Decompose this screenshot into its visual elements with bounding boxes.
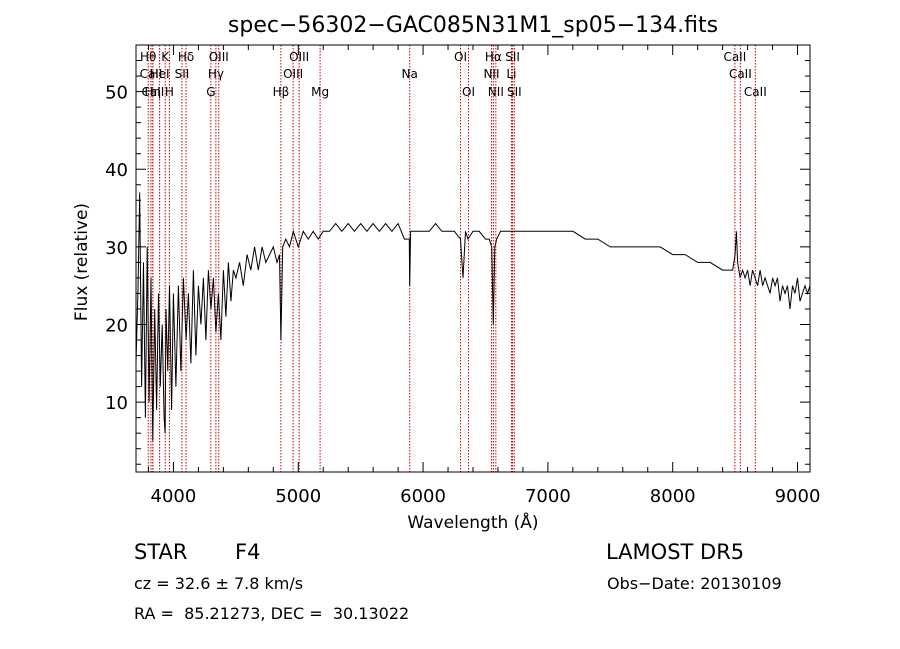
line-marker-label: Hγ [208, 67, 224, 81]
plot-frame [135, 44, 811, 473]
line-marker-label: Li [506, 67, 516, 81]
spectrum-line [135, 192, 811, 441]
line-marker-label: Hδ [178, 50, 194, 64]
x-tick-label: 5000 [275, 486, 321, 507]
survey-name: LAMOST DR5 [606, 540, 745, 564]
spectral-subclass: F4 [235, 540, 261, 564]
line-marker-label: CaII [140, 67, 163, 81]
line-marker-label: Hη [145, 85, 162, 99]
line-marker-label: CaII [744, 85, 767, 99]
y-axis-label: Flux (relative) [72, 203, 92, 321]
line-marker-label: Mg [311, 85, 329, 99]
line-marker-label: NII [488, 85, 504, 99]
line-marker-label: OIII [289, 50, 309, 64]
object-class: STAR [134, 540, 188, 564]
redshift-value: cz = 32.6 ± 7.8 km/s [134, 574, 304, 593]
line-marker-label: SII [507, 85, 522, 99]
x-tick-label: 8000 [650, 486, 696, 507]
x-tick-label: 4000 [151, 486, 197, 507]
line-marker-label: CaII [141, 85, 164, 99]
line-marker-label: Na [402, 67, 418, 81]
x-axis-label: Wavelength (Å) [407, 511, 538, 533]
line-marker-label: Hθ [140, 50, 156, 64]
line-marker-label: OIII [283, 67, 303, 81]
line-marker-label: G [206, 85, 215, 99]
y-tick-label: 10 [105, 393, 128, 414]
spectral-line-labels: HθCaIICaIIHηHeIKHSIIHδGHγOIIIHβOIIIOIIIM… [140, 50, 767, 99]
y-tick-label: 20 [105, 315, 128, 336]
line-marker-label: H [165, 85, 174, 99]
line-marker-label: HeI [150, 67, 170, 81]
line-marker-label: OI [454, 50, 467, 64]
line-marker-label: Hα [485, 50, 502, 64]
y-tick-label: 50 [105, 83, 128, 104]
observation-date: Obs−Date: 20130109 [607, 574, 782, 593]
line-marker-label: NII [483, 67, 499, 81]
chart-title: spec−56302−GAC085N31M1_sp05−134.fits [228, 13, 718, 38]
line-marker-label: CaII [723, 50, 746, 64]
line-marker-label: SII [175, 67, 190, 81]
x-tick-label: 7000 [525, 486, 571, 507]
x-tick-label: 6000 [400, 486, 446, 507]
line-marker-label: OIII [209, 50, 229, 64]
y-tick-label: 30 [105, 238, 128, 259]
spectral-line-markers [147, 45, 756, 472]
x-axis-ticks: 4000 5000 6000 7000 8000 9000 [147, 45, 821, 507]
y-axis-ticks: 10 20 30 40 50 [105, 44, 810, 465]
line-marker-label: OI [462, 85, 475, 99]
line-marker-label: CaII [729, 67, 752, 81]
coordinates: RA = 85.21273, DEC = 30.13022 [134, 604, 410, 623]
line-marker-label: Hβ [273, 85, 290, 99]
y-tick-label: 40 [105, 160, 128, 181]
line-marker-label: SII [505, 50, 520, 64]
x-tick-label: 9000 [775, 486, 821, 507]
line-marker-label: K [161, 50, 170, 64]
